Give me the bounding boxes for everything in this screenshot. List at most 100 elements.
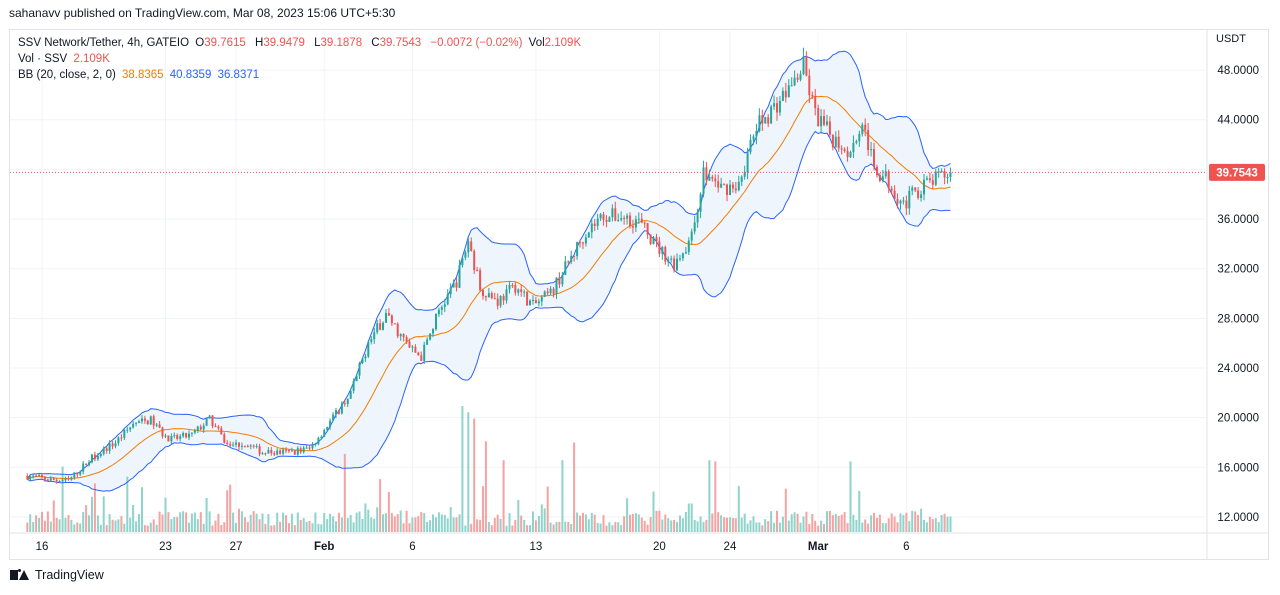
volume-bar — [311, 523, 314, 532]
volume-bar — [679, 515, 681, 532]
volume-bar — [299, 519, 302, 532]
candle-body — [902, 200, 905, 202]
volume-bar — [582, 513, 584, 532]
candle-body — [464, 252, 467, 258]
time-tick-label: 27 — [230, 541, 243, 553]
volume-bar — [464, 525, 467, 532]
volume-bar — [105, 525, 108, 532]
volume-bar — [470, 523, 473, 532]
candle-body — [643, 222, 646, 224]
candle-body — [435, 314, 437, 330]
volume-bar — [567, 522, 570, 532]
legend-ohlc-row[interactable]: SSV Network/Tether, 4h, GATEIO O39.7615 … — [18, 35, 587, 51]
volume-bar — [255, 513, 258, 532]
candle-body — [264, 453, 267, 455]
candle-body — [114, 443, 117, 447]
volume-bar — [414, 517, 417, 532]
volume-bar — [820, 520, 823, 532]
volume-bar — [846, 523, 849, 532]
volume-bar — [758, 522, 761, 532]
volume-bar — [828, 510, 831, 532]
volume-bar — [355, 512, 358, 532]
volume-bar — [696, 521, 699, 532]
volume-bar — [167, 512, 170, 532]
volume-bar — [55, 517, 58, 532]
candle-body — [340, 403, 343, 414]
candle-body — [490, 293, 493, 299]
candle-body — [696, 211, 699, 223]
candle-body — [934, 171, 937, 185]
volume-bar — [726, 517, 728, 532]
candle-body — [76, 472, 79, 475]
volume-bar — [837, 515, 840, 532]
candle-body — [817, 108, 820, 127]
candle-body — [167, 435, 170, 442]
candle-body — [182, 433, 185, 437]
candle-body — [467, 241, 470, 253]
volume-bar — [614, 522, 617, 532]
volume-bar — [714, 461, 717, 532]
candle-body — [390, 315, 393, 324]
candle-body — [43, 477, 46, 480]
candle-body — [243, 445, 246, 447]
volume-bar — [420, 511, 423, 532]
volume-bar — [208, 511, 211, 532]
volume-bar — [214, 520, 217, 532]
volume-bar — [293, 525, 296, 532]
volume-bar — [85, 505, 88, 532]
volume-bar — [288, 523, 290, 532]
volume-bar — [505, 525, 508, 532]
volume-bar — [576, 512, 579, 532]
candle-body — [726, 184, 728, 195]
volume-bar — [770, 511, 773, 532]
volume-bar — [923, 519, 925, 532]
volume-bar — [823, 524, 825, 532]
volume-bar — [114, 520, 117, 532]
volume-bar — [343, 453, 346, 532]
candle-body — [120, 437, 123, 439]
volume-bar — [117, 519, 120, 532]
candle-body — [308, 447, 311, 449]
candle-body — [852, 142, 855, 153]
candle-body — [282, 449, 285, 454]
candle-body — [925, 178, 928, 180]
candle-body — [102, 448, 105, 454]
candle-body — [217, 426, 220, 429]
candle-body — [470, 241, 473, 251]
candle-body — [164, 435, 167, 437]
volume-bar — [487, 522, 490, 532]
volume-bar — [317, 523, 320, 532]
legend-bb-row[interactable]: BB (20, close, 2, 0) 38.8365 40.8359 36.… — [18, 67, 587, 83]
candle-body — [608, 217, 611, 222]
volume-bar — [749, 520, 752, 532]
legend-volume-row[interactable]: Vol · SSV 2.109K — [18, 51, 587, 67]
volume-bar — [593, 514, 596, 532]
candle-body — [684, 252, 687, 254]
candle-body — [346, 398, 349, 404]
volume-bar — [279, 521, 282, 532]
candle-body — [826, 121, 828, 125]
volume-bar — [543, 508, 546, 532]
volume-bar — [734, 518, 737, 532]
volume-bar — [52, 500, 55, 532]
volume-bar — [484, 441, 487, 532]
candle-body — [496, 298, 499, 306]
volume-bar — [778, 522, 781, 532]
volume-bar — [402, 523, 405, 532]
volume-bar — [496, 514, 499, 532]
volume-bar — [120, 516, 123, 532]
volume-bar — [881, 523, 884, 532]
candle-body — [55, 479, 58, 482]
candle-body — [820, 116, 823, 127]
volume-bar — [705, 519, 708, 532]
volume-bar — [382, 514, 384, 532]
candle-body — [573, 255, 576, 257]
volume-bar — [476, 519, 479, 532]
volume-bar — [346, 517, 349, 532]
volume-bar — [599, 523, 602, 532]
volume-bar — [555, 522, 558, 532]
candle-body — [91, 454, 93, 463]
candle-body — [717, 181, 720, 188]
candle-body — [649, 234, 652, 245]
